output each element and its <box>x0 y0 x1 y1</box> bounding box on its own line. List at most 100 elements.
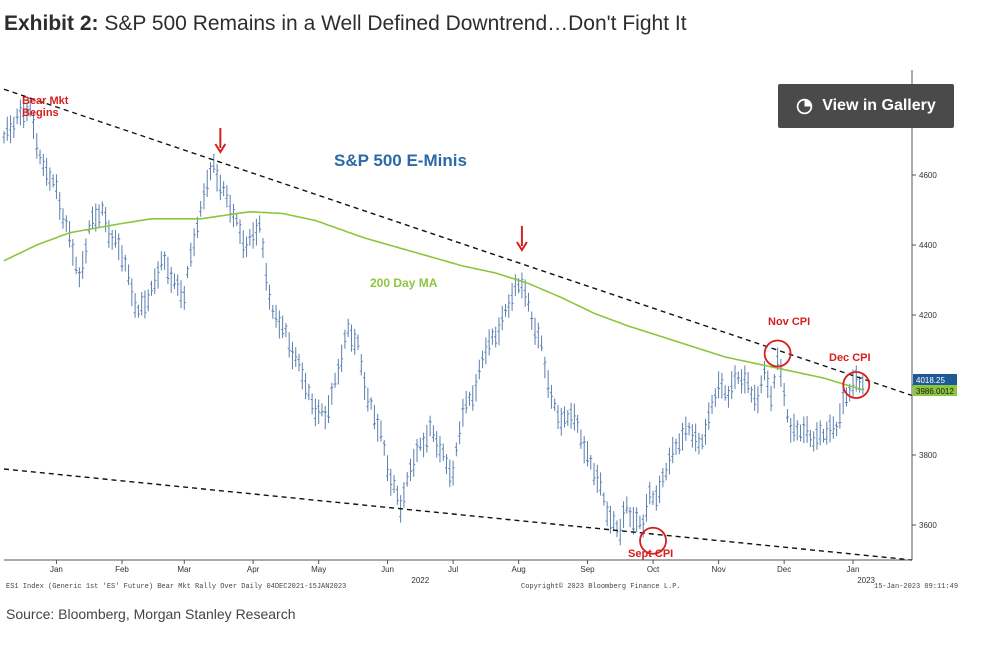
price-bar <box>307 383 311 401</box>
price-bar <box>189 242 193 267</box>
price-bar <box>127 264 131 286</box>
sp500-chart: S&P 500 E-Minis Bear Mkt Begins 200 Day … <box>0 70 984 594</box>
price-bar <box>45 157 49 186</box>
price-bar <box>585 440 589 467</box>
price-bar <box>782 382 786 407</box>
price-bar <box>592 462 596 486</box>
price-bar <box>284 323 288 338</box>
price-bar <box>349 324 353 352</box>
ma-200-line <box>3 210 864 391</box>
price-bar <box>215 164 219 192</box>
price-bar <box>494 326 498 348</box>
price-bar <box>97 204 101 228</box>
price-bar <box>395 485 399 505</box>
price-bar <box>186 265 190 279</box>
price-bar <box>271 304 275 319</box>
price-bar <box>366 387 370 412</box>
upper-trendline <box>3 88 913 397</box>
price-bar <box>231 203 235 228</box>
y-tick-label: 4400 <box>919 241 937 250</box>
y-tick-label: 4200 <box>919 311 937 320</box>
price-bar <box>736 371 740 385</box>
price-bar <box>353 328 357 355</box>
price-bar <box>320 403 324 417</box>
price-bar <box>530 311 534 330</box>
price-bar <box>448 459 452 488</box>
ma-price-tag <box>913 385 957 396</box>
price-bar <box>372 404 376 430</box>
price-bar <box>477 359 481 380</box>
price-bar <box>474 374 478 402</box>
price-bar <box>622 501 626 528</box>
price-bar <box>464 390 468 414</box>
price-bar <box>740 369 744 394</box>
price-bar <box>618 518 622 546</box>
price-bar <box>281 315 285 339</box>
x-tick-label: Mar <box>177 565 191 574</box>
price-bar <box>35 133 39 159</box>
price-bar <box>631 506 635 535</box>
price-bar <box>743 365 747 394</box>
price-bar <box>808 429 812 448</box>
price-bar <box>795 420 799 441</box>
price-bar <box>369 397 373 410</box>
price-bar <box>61 208 65 229</box>
price-bar <box>323 405 327 430</box>
x-tick-label: Oct <box>647 565 660 574</box>
price-bar <box>730 371 734 400</box>
price-bar <box>133 293 137 318</box>
price-bar <box>667 447 671 475</box>
price-bar <box>386 455 390 482</box>
price-bar <box>238 219 242 244</box>
price-bar <box>831 416 835 439</box>
price-bar <box>117 233 121 261</box>
price-bar <box>146 289 150 312</box>
price-bar <box>274 304 278 328</box>
source-note: Source: Bloomberg, Morgan Stanley Resear… <box>6 606 296 622</box>
price-bar <box>343 329 347 349</box>
price-bar <box>504 304 508 317</box>
price-bar <box>156 261 160 289</box>
x-year-label: 2023 <box>857 576 875 585</box>
price-bar <box>713 388 717 407</box>
price-bar <box>608 505 612 534</box>
price-bar <box>481 350 485 369</box>
footer-left: ES1 Index (Generic 1st 'ES' Future) Bear… <box>6 583 346 591</box>
price-bar <box>261 238 265 259</box>
price-bar <box>2 131 6 144</box>
price-bar <box>317 399 321 425</box>
price-bar <box>599 472 603 496</box>
price-bar <box>566 409 570 426</box>
price-bar <box>418 437 422 451</box>
price-bar <box>182 285 186 310</box>
price-bar <box>412 448 416 477</box>
price-bar <box>415 438 419 463</box>
price-bar <box>805 416 809 443</box>
x-tick-label: Feb <box>115 565 129 574</box>
price-bar <box>438 435 442 463</box>
price-bar <box>766 370 770 399</box>
price-bar <box>51 174 55 188</box>
price-bar <box>100 201 104 216</box>
price-bar <box>789 418 793 443</box>
ma-price-value: 3986.0012 <box>916 387 954 396</box>
view-in-gallery-button[interactable]: View in Gallery <box>778 84 954 128</box>
price-bar <box>753 384 757 411</box>
price-bar <box>812 431 816 452</box>
price-bar <box>710 395 714 414</box>
price-bar <box>153 268 157 295</box>
price-bar <box>150 280 154 296</box>
price-bar <box>9 115 13 144</box>
price-bar <box>431 425 435 443</box>
price-bar <box>497 317 501 346</box>
price-bar <box>113 230 117 248</box>
price-bar <box>48 167 52 191</box>
price-bar <box>136 304 140 318</box>
price-bar <box>340 344 344 373</box>
price-bar <box>658 475 662 504</box>
price-bar <box>123 254 127 272</box>
price-bar <box>405 471 409 487</box>
price-bar <box>756 386 760 414</box>
footer-center: Copyright© 2023 Bloomberg Finance L.P. <box>521 582 681 591</box>
price-bar <box>130 278 134 307</box>
